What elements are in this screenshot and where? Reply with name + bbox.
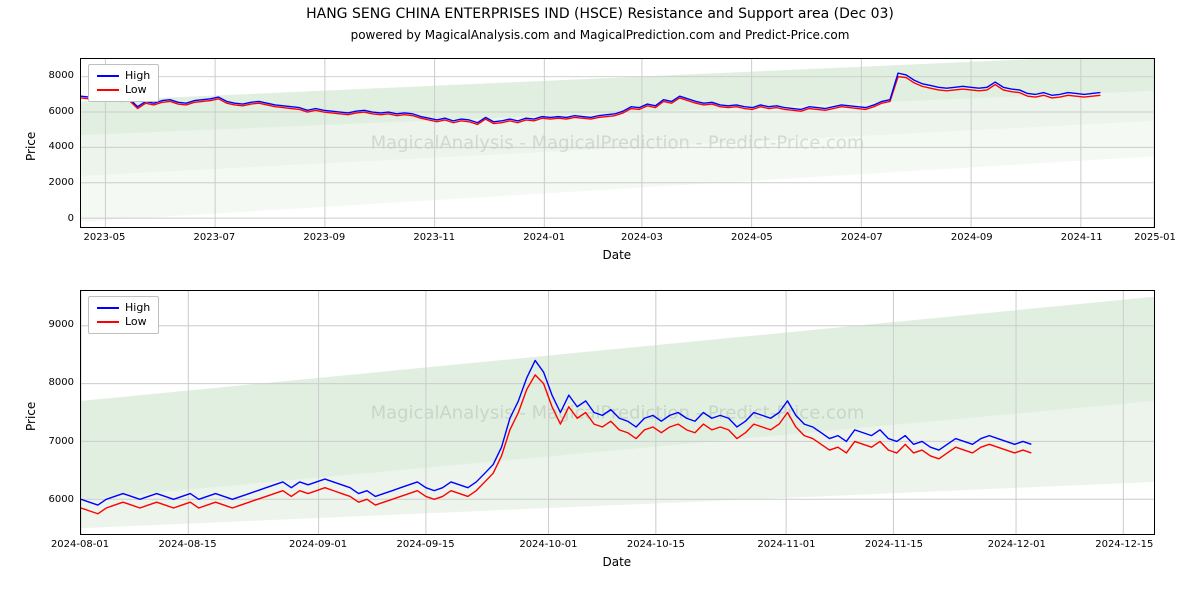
legend-label-high: High [125, 301, 150, 315]
bottom-chart-svg [81, 291, 1154, 534]
x-tick-label: 2024-12-01 [988, 539, 1046, 550]
x-tick-label: 2024-09-15 [396, 539, 454, 550]
x-tick-label: 2024-10-15 [627, 539, 685, 550]
x-tick-label: 2024-10-01 [519, 539, 577, 550]
legend-swatch-low [97, 321, 119, 323]
legend-item-high: High [97, 301, 150, 315]
bottom-y-axis-label: Price [24, 401, 38, 430]
legend-item-low: Low [97, 315, 150, 329]
x-tick-label: 2024-08-01 [51, 539, 109, 550]
x-tick-label: 2024-12-15 [1095, 539, 1153, 550]
page-root: { "title": { "text": "HANG SENG CHINA EN… [0, 0, 1200, 600]
y-tick-label: 9000 [32, 319, 74, 330]
y-tick-label: 8000 [32, 377, 74, 388]
x-tick-label: 2024-09-01 [289, 539, 347, 550]
bottom-chart: MagicalAnalysis - MagicalPrediction - Pr… [0, 0, 1200, 600]
legend-swatch-high [97, 307, 119, 309]
x-tick-label: 2024-08-15 [158, 539, 216, 550]
bottom-x-axis-label: Date [603, 555, 632, 569]
legend-label-low: Low [125, 315, 147, 329]
bottom-plot-area: MagicalAnalysis - MagicalPrediction - Pr… [80, 290, 1155, 535]
y-tick-label: 6000 [32, 494, 74, 505]
x-tick-label: 2024-11-01 [757, 539, 815, 550]
legend-box: High Low [88, 296, 159, 334]
y-tick-label: 7000 [32, 436, 74, 447]
x-tick-label: 2024-11-15 [865, 539, 923, 550]
